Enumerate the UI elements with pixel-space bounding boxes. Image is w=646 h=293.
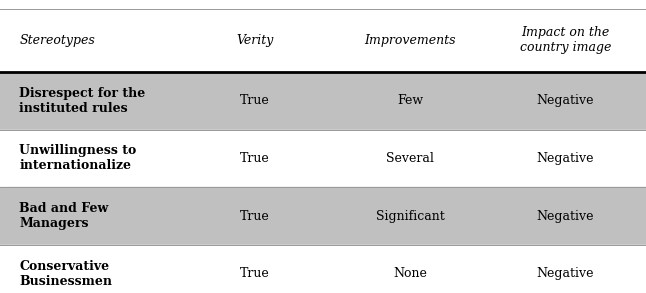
Text: True: True — [240, 267, 270, 280]
Text: Bad and Few
Managers: Bad and Few Managers — [19, 202, 109, 230]
Text: Few: Few — [397, 94, 423, 107]
Text: Negative: Negative — [536, 267, 594, 280]
Text: Disrespect for the
instituted rules: Disrespect for the instituted rules — [19, 87, 145, 115]
Text: True: True — [240, 209, 270, 223]
Bar — [0, 187, 646, 245]
Text: Negative: Negative — [536, 94, 594, 107]
Text: Negative: Negative — [536, 152, 594, 165]
Text: Several: Several — [386, 152, 434, 165]
Text: Verity: Verity — [236, 34, 274, 47]
Text: Improvements: Improvements — [364, 34, 456, 47]
Text: True: True — [240, 152, 270, 165]
Text: None: None — [393, 267, 427, 280]
Text: Stereotypes: Stereotypes — [19, 34, 95, 47]
Text: True: True — [240, 94, 270, 107]
Bar — [0, 9, 646, 72]
Bar — [0, 130, 646, 187]
Text: Conservative
Businessmen: Conservative Businessmen — [19, 260, 112, 288]
Bar — [0, 245, 646, 293]
Text: Impact on the
country image: Impact on the country image — [519, 26, 611, 54]
Bar — [0, 72, 646, 130]
Text: Significant: Significant — [376, 209, 444, 223]
Text: Unwillingness to
internationalize: Unwillingness to internationalize — [19, 144, 137, 172]
Text: Negative: Negative — [536, 209, 594, 223]
